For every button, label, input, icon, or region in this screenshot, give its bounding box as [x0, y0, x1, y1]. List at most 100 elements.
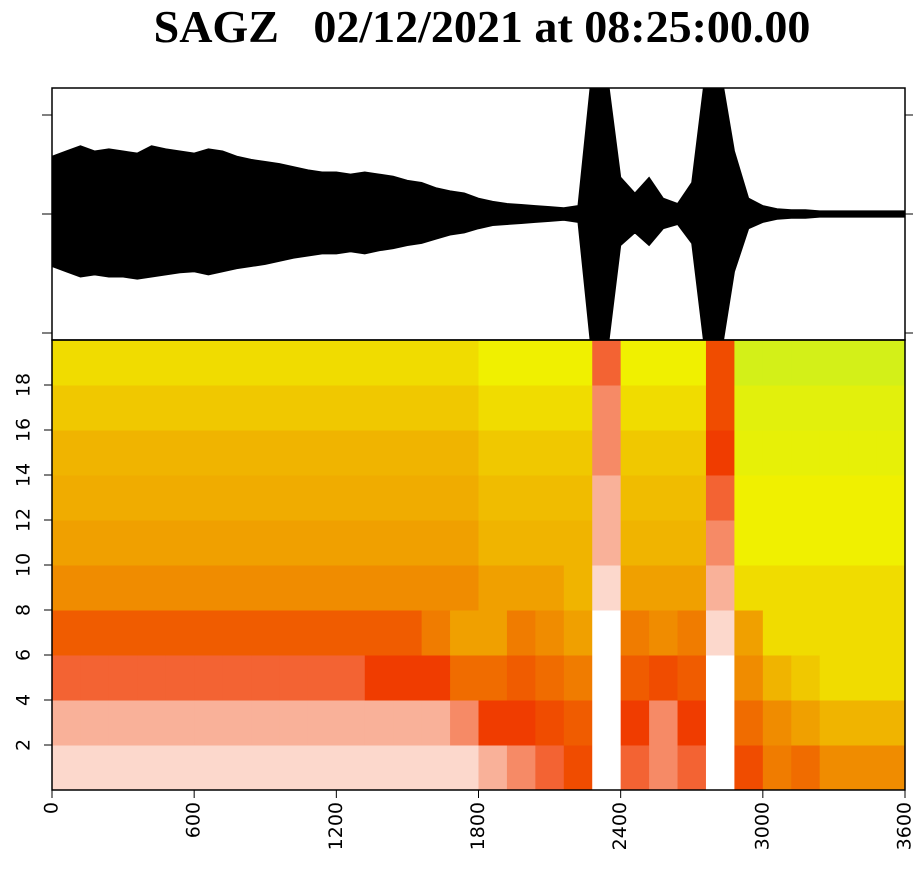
spectrogram-cell	[80, 340, 110, 386]
spectrogram-cell	[80, 385, 110, 431]
spectrogram-cell	[705, 700, 735, 746]
spectrogram-cell	[52, 340, 81, 386]
spectrogram-cell	[848, 475, 878, 521]
spectrogram-cell	[364, 610, 394, 656]
x-tick-label: 0	[41, 802, 63, 814]
y-tick-label: 6	[13, 649, 35, 661]
spectrogram-cell	[279, 385, 309, 431]
spectrogram-cell	[762, 385, 792, 431]
spectrogram-cell	[279, 565, 309, 611]
spectrogram-cell	[194, 610, 224, 656]
spectrogram-cell	[279, 520, 309, 566]
spectrogram-cell	[307, 340, 337, 386]
spectrogram-cell	[762, 655, 792, 701]
spectrogram-cell	[393, 745, 423, 791]
spectrogram-cell	[592, 340, 622, 386]
spectrogram-cell	[137, 430, 167, 476]
spectrogram-cell	[848, 655, 878, 701]
x-tick-label: 2400	[609, 802, 631, 850]
spectrogram-cell	[279, 430, 309, 476]
spectrogram-cell	[251, 340, 280, 386]
spectrogram-cell	[364, 700, 394, 746]
spectrogram-cell	[52, 475, 81, 521]
spectrogram-cell	[705, 745, 735, 791]
spectrogram-cell	[535, 385, 565, 431]
x-tick-label: 3600	[894, 802, 916, 850]
spectrogram-cell	[620, 745, 650, 791]
spectrogram-cell	[52, 745, 81, 791]
spectrogram-cell	[336, 385, 366, 431]
spectrogram-cell	[677, 385, 707, 431]
spectrogram-cell	[421, 565, 451, 611]
spectrogram-cell	[251, 655, 280, 701]
spectrogram-cell	[677, 430, 707, 476]
spectrogram-cell	[506, 385, 536, 431]
spectrogram-cell	[222, 430, 252, 476]
spectrogram-cell	[677, 520, 707, 566]
spectrogram-cell	[791, 610, 821, 656]
spectrogram-cell	[108, 610, 138, 656]
spectrogram-cell	[791, 565, 821, 611]
spectrogram-cell	[478, 745, 508, 791]
spectrogram-cell	[336, 700, 366, 746]
spectrogram-cell	[535, 430, 565, 476]
spectrogram-cell	[592, 655, 622, 701]
spectrogram-cell	[563, 610, 593, 656]
spectrogram-cell	[336, 520, 366, 566]
spectrogram-cell	[251, 520, 280, 566]
spectrogram-cell	[819, 520, 849, 566]
spectrogram-cell	[848, 340, 878, 386]
spectrogram-cell	[535, 565, 565, 611]
spectrogram-cell	[450, 700, 479, 746]
x-tick-label: 3000	[751, 802, 773, 850]
spectrogram-cell	[279, 475, 309, 521]
spectrogram-cell	[762, 520, 792, 566]
spectrogram-cell	[705, 430, 735, 476]
spectrogram-cell	[108, 565, 138, 611]
spectrogram-cell	[108, 475, 138, 521]
spectrogram-cell	[279, 745, 309, 791]
spectrogram-cell	[563, 430, 593, 476]
spectrogram-cell	[52, 655, 81, 701]
spectrogram-cell	[876, 700, 906, 746]
spectrogram-cell	[80, 475, 110, 521]
spectrogram-cell	[194, 475, 224, 521]
spectrogram-cell	[848, 610, 878, 656]
spectrogram-cell	[364, 520, 394, 566]
spectrogram-cell	[222, 385, 252, 431]
spectrogram-cell	[108, 745, 138, 791]
spectrogram-cell	[194, 340, 224, 386]
spectrogram-cell	[620, 475, 650, 521]
spectrogram-cell	[165, 655, 195, 701]
spectrogram-cell	[336, 610, 366, 656]
spectrogram-cell	[791, 340, 821, 386]
y-tick-label: 2	[13, 739, 35, 751]
spectrogram-cell	[80, 700, 110, 746]
spectrogram-cell	[307, 385, 337, 431]
spectrogram-cell	[563, 655, 593, 701]
spectrogram-cell	[876, 385, 906, 431]
spectrogram-cell	[734, 565, 764, 611]
spectrogram-cell	[876, 565, 906, 611]
spectrogram-cell	[336, 565, 366, 611]
spectrogram-cell	[450, 655, 479, 701]
spectrogram-cell	[677, 610, 707, 656]
spectrogram-cell	[620, 520, 650, 566]
spectrogram-cell	[734, 475, 764, 521]
spectrogram-cell	[592, 520, 622, 566]
spectrogram-cell	[222, 655, 252, 701]
spectrogram-cell	[563, 340, 593, 386]
spectrogram-cell	[506, 565, 536, 611]
spectrogram-cell	[535, 700, 565, 746]
spectrogram-cell	[364, 385, 394, 431]
spectrogram-cell	[108, 700, 138, 746]
spectrogram-cell	[80, 655, 110, 701]
y-tick-label: 18	[13, 373, 35, 397]
spectrogram-cell	[506, 520, 536, 566]
spectrogram-cell	[876, 475, 906, 521]
spectrogram-cell	[649, 430, 679, 476]
spectrogram-cell	[762, 340, 792, 386]
spectrogram-cell	[336, 430, 366, 476]
